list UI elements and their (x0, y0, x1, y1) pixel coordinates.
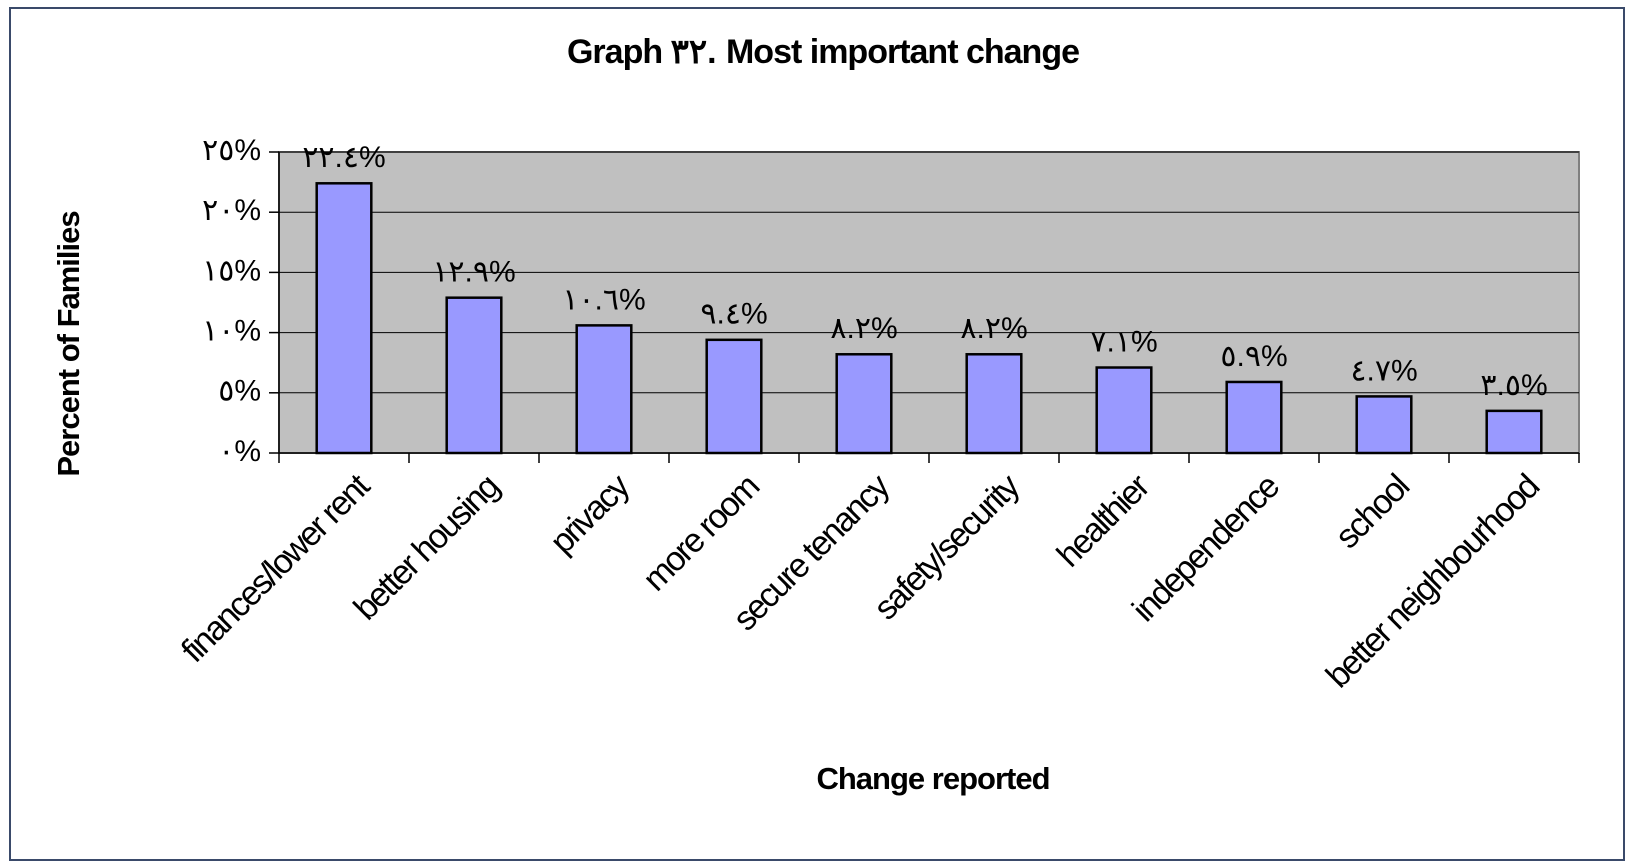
data-label: ١٢.٩% (432, 256, 515, 289)
bar (965, 353, 1023, 455)
data-label: ٨.٢% (960, 312, 1027, 345)
data-label: ٣.٥% (1480, 369, 1547, 402)
y-tick-label: ٢٠% (202, 194, 261, 227)
data-label: ٢٢.٤% (302, 141, 385, 174)
bar (1225, 380, 1283, 455)
data-label: ٥.٩% (1220, 340, 1287, 373)
y-tick-label: ١٥% (202, 254, 261, 287)
data-label: ٨.٢% (830, 312, 897, 345)
bar (1485, 409, 1543, 455)
y-tick-label: ١٠% (202, 315, 261, 348)
data-label: ٤.٧% (1350, 354, 1417, 387)
bar (1095, 366, 1153, 455)
bar (835, 353, 893, 455)
data-label: ١٠.٦% (562, 283, 645, 316)
x-axis-title: Change reported (816, 761, 1049, 796)
data-label: ٧.١% (1090, 325, 1157, 358)
y-tick-label: ٠% (218, 435, 261, 468)
y-tick-label: ٢٥% (202, 134, 261, 167)
bar (705, 338, 763, 455)
bar (445, 296, 503, 455)
bar (315, 182, 373, 455)
y-tick-label: ٥% (218, 375, 261, 408)
bar (575, 324, 633, 455)
chart-title: Graph ٣٢. Most important change (567, 33, 1079, 71)
data-label: ٩.٤% (700, 298, 767, 331)
y-axis-title: Percent of Families (51, 211, 86, 476)
bar (1355, 395, 1413, 455)
